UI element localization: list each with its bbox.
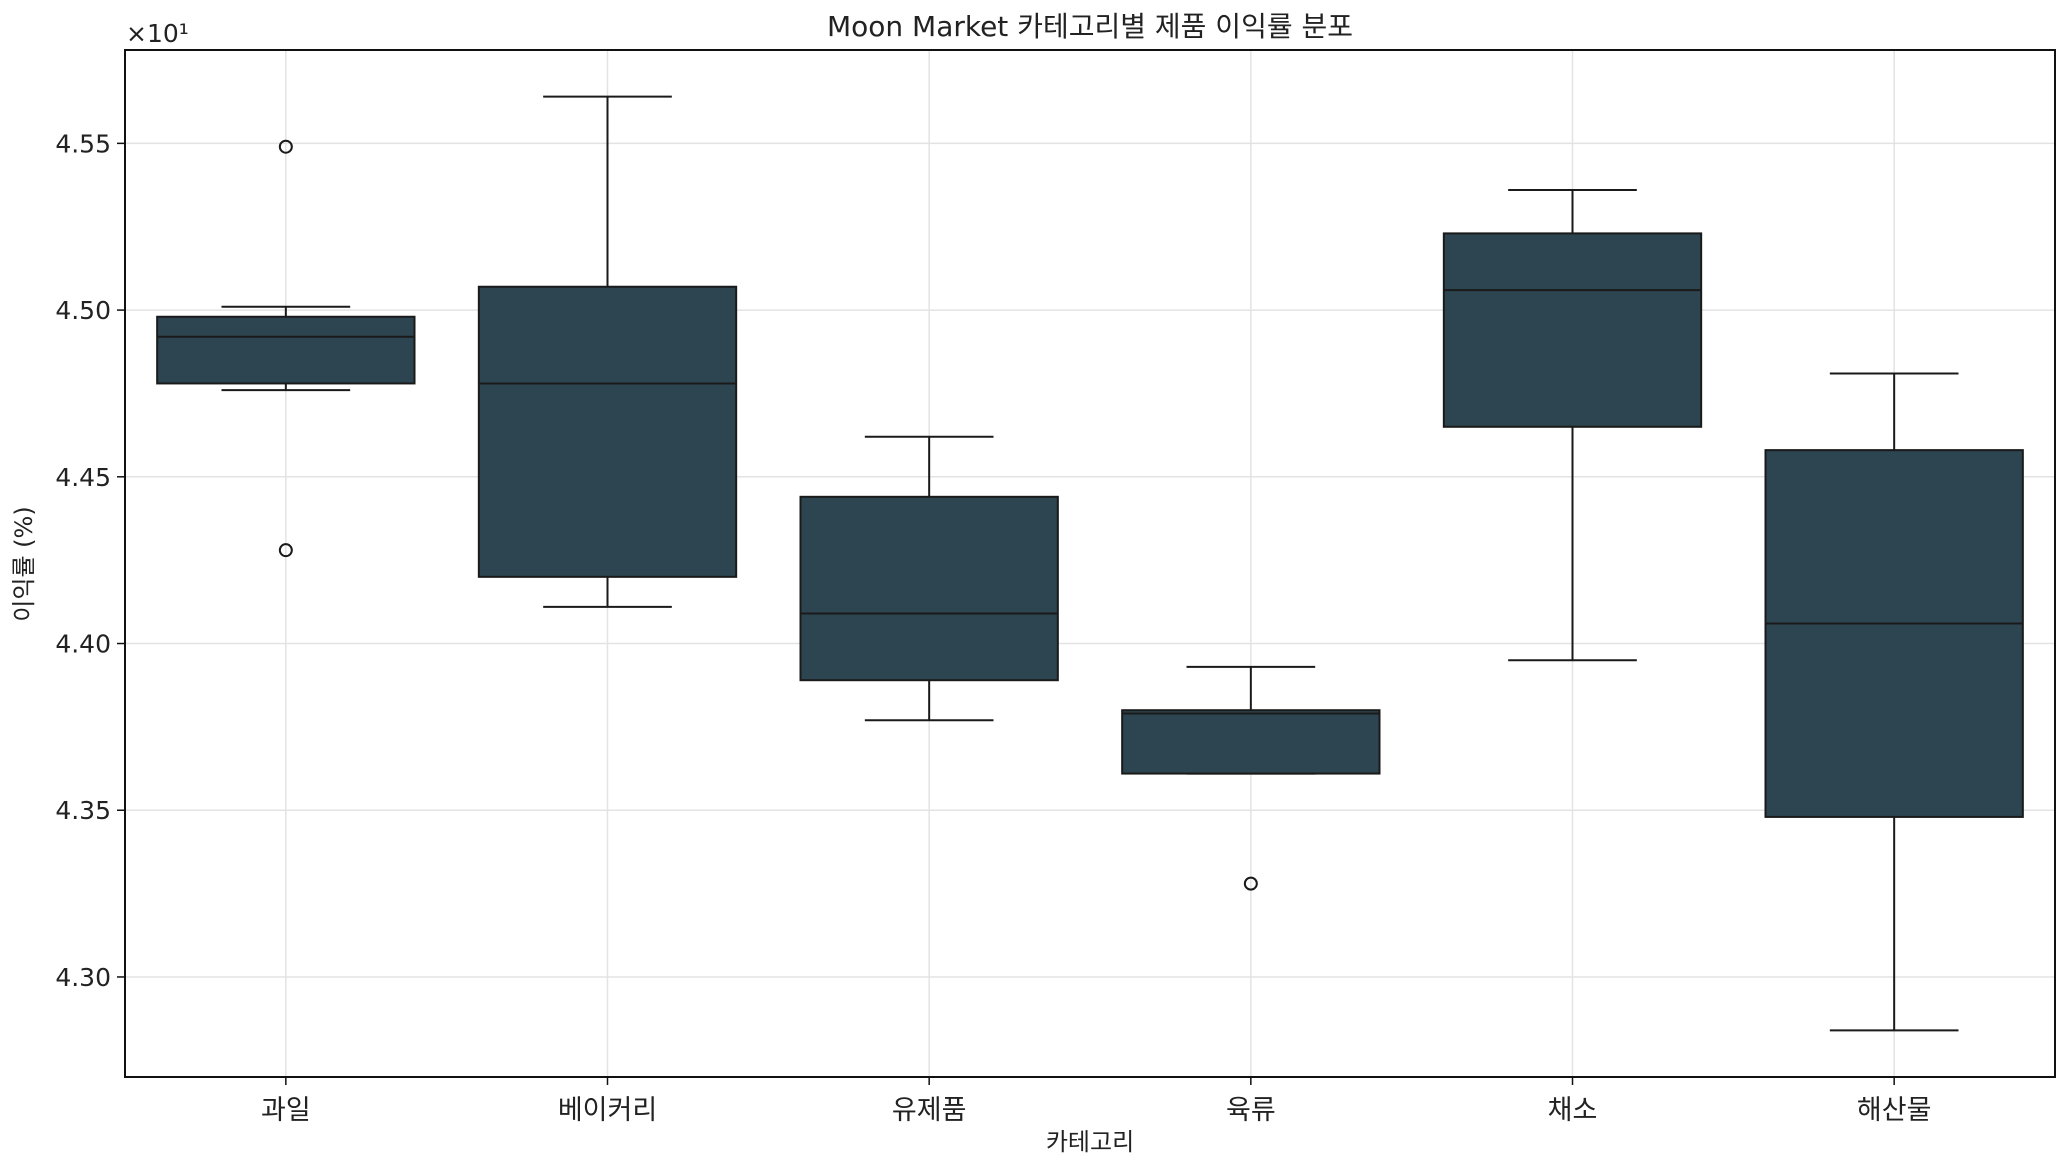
box-5 (1442, 189, 1703, 662)
y-tick-label: 4.55 (55, 129, 111, 158)
plot-frame (124, 49, 2056, 1078)
outlier-point (278, 543, 293, 558)
y-axis-label: 이익률 (%) (10, 506, 38, 621)
chart-title: Moon Market 카테고리별 제품 이익률 분포 (827, 10, 1353, 43)
x-tick-label: 육류 (1226, 1095, 1276, 1126)
y-tick-label: 4.45 (55, 463, 111, 492)
iqr-box (799, 495, 1059, 682)
box-layer (156, 95, 2024, 1032)
x-tick-label: 과일 (261, 1095, 311, 1126)
tick-layer: 4.30 4.35 4.40 4.45 4.50 4.55 과일 베이커리 유제품 육류 채소 해산물 (55, 129, 1931, 1126)
x-axis-label: 카테고리 (1046, 1128, 1134, 1156)
box-4 (1121, 665, 1381, 891)
y-offset-text: ×10¹ (126, 19, 189, 48)
y-tick-label: 4.40 (55, 630, 111, 659)
iqr-box (156, 315, 416, 385)
iqr-box (1764, 449, 2024, 818)
iqr-box (1442, 232, 1703, 428)
box-2 (477, 95, 738, 608)
box-3 (799, 435, 1059, 722)
y-tick-label: 4.50 (55, 296, 111, 325)
outlier-point (1243, 876, 1258, 891)
x-tick-label: 해산물 (1857, 1095, 1932, 1126)
x-tick-label: 채소 (1548, 1095, 1598, 1126)
y-tick-label: 4.35 (55, 796, 111, 825)
y-tick-label: 4.30 (55, 963, 111, 992)
box-1 (156, 139, 416, 558)
outlier-point (278, 139, 293, 154)
x-tick-label: 베이커리 (558, 1095, 657, 1126)
iqr-box (1121, 709, 1381, 775)
x-tick-label: 유제품 (892, 1095, 967, 1126)
iqr-box (477, 285, 738, 578)
box-6 (1764, 372, 2024, 1032)
